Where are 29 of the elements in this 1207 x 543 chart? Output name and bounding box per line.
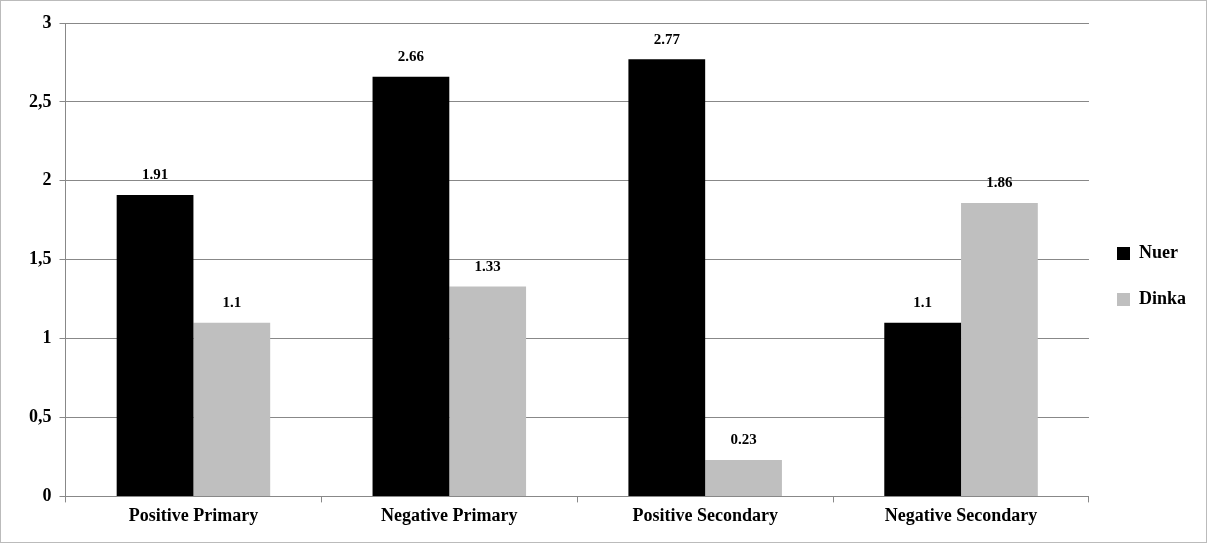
bar (449, 286, 527, 496)
bar (628, 59, 706, 496)
bar (193, 322, 271, 496)
data-label: 1.1 (913, 294, 933, 311)
y-tick-label: 0 (42, 485, 52, 506)
y-tick-label: 3 (42, 11, 52, 32)
legend-label: Nuer (1138, 242, 1178, 263)
data-label: 1.33 (474, 257, 501, 274)
y-tick-label: 0,5 (29, 406, 52, 427)
data-label: 1.91 (141, 166, 169, 183)
y-tick-label: 2 (42, 169, 52, 190)
x-tick-label: Positive Secondary (632, 504, 778, 525)
data-label: 2.77 (653, 30, 681, 47)
data-label: 0.23 (730, 431, 757, 448)
y-tick-label: 1,5 (29, 248, 52, 269)
x-tick-label: Negative Secondary (884, 504, 1038, 525)
y-tick-label: 2,5 (29, 90, 52, 111)
bar (961, 202, 1038, 496)
data-label: 1.1 (222, 294, 242, 311)
data-label: 2.66 (397, 48, 425, 65)
data-label: 1.86 (986, 174, 1014, 191)
legend-label: Dinka (1138, 288, 1187, 309)
bar (372, 76, 450, 496)
y-tick-label: 1 (42, 327, 52, 348)
bar (116, 195, 194, 496)
x-tick-label: Negative Primary (381, 504, 518, 525)
x-tick-label: Positive Primary (128, 504, 259, 525)
bar (884, 322, 962, 496)
bar (705, 460, 782, 496)
